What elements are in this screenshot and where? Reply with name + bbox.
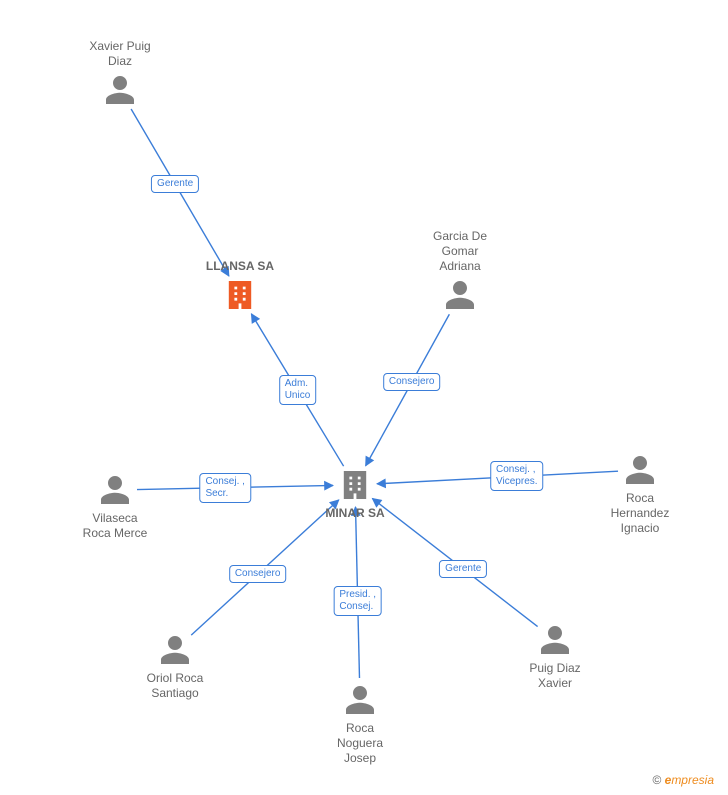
person-node-oriol_roca_santiago[interactable] [161, 636, 189, 664]
company-node-minar_sa[interactable] [344, 471, 366, 499]
person-node-garcia_de_gomar_adriana[interactable] [446, 281, 474, 309]
person-node-roca_noguera_josep[interactable] [346, 686, 374, 714]
brand-name: mpresia [671, 773, 714, 787]
edge-roca_hernandez_ignacio-minar_sa [377, 471, 618, 484]
edge-garcia_de_gomar_adriana-minar_sa [366, 314, 450, 465]
footer-copyright: © empresia [652, 773, 714, 787]
edge-oriol_roca_santiago-minar_sa [191, 500, 339, 635]
person-node-vilaseca_roca_merce[interactable] [101, 476, 129, 504]
edge-minar_sa-llansa_sa [251, 314, 343, 466]
edge-vilaseca_roca_merce-minar_sa [137, 485, 333, 489]
copyright-symbol: © [652, 773, 661, 787]
company-node-llansa_sa[interactable] [229, 281, 251, 309]
network-graph [0, 0, 728, 795]
edge-xavier_puig_diaz-llansa_sa [131, 109, 229, 276]
person-node-xavier_puig_diaz[interactable] [106, 76, 134, 104]
person-node-puig_diaz_xavier[interactable] [541, 626, 569, 654]
person-node-roca_hernandez_ignacio[interactable] [626, 456, 654, 484]
edge-roca_noguera_josep-minar_sa [356, 507, 360, 678]
edge-puig_diaz_xavier-minar_sa [372, 498, 537, 626]
